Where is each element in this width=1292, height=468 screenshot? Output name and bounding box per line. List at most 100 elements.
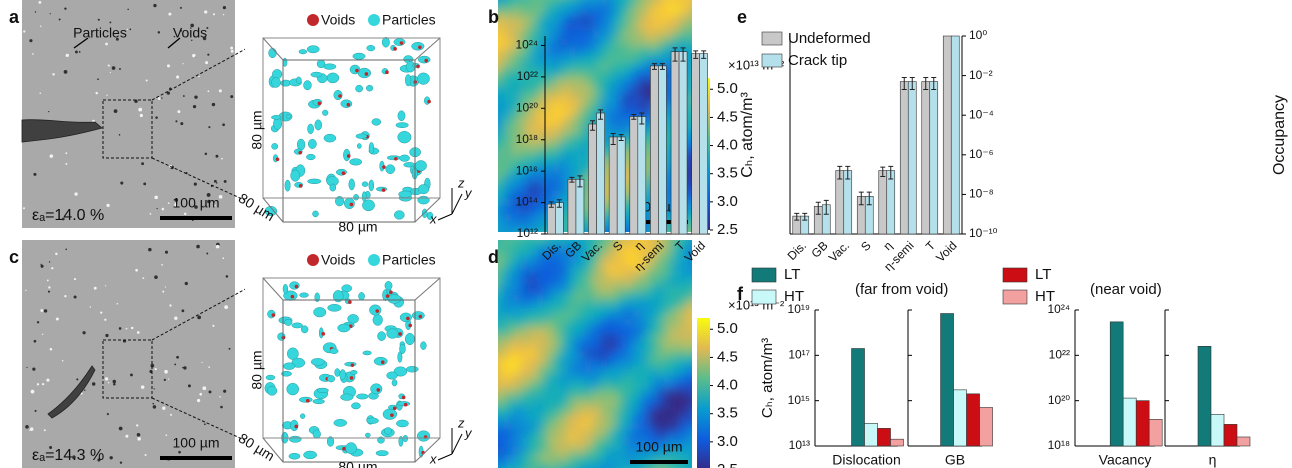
heatmap-cell — [552, 262, 561, 271]
particle — [344, 361, 357, 367]
heatmap-cell — [608, 430, 617, 439]
sem-feature — [157, 97, 161, 100]
cube-edge — [414, 437, 441, 463]
particle — [298, 396, 313, 403]
heatmap-cell — [560, 174, 569, 183]
heatmap-cell — [680, 14, 689, 23]
heatmap-cell — [600, 366, 609, 375]
heatmap-cell — [592, 278, 601, 287]
particle — [288, 452, 301, 460]
heatmap-cell — [504, 22, 513, 31]
heatmap-cell — [664, 206, 673, 215]
heatmap-cell — [584, 414, 593, 423]
heatmap-cell — [680, 22, 689, 31]
sem-feature — [182, 63, 184, 65]
sem-feature — [179, 29, 183, 32]
cube-edge — [414, 277, 441, 301]
heatmap-cell — [560, 166, 569, 175]
cube-edge — [262, 37, 284, 61]
error-bar — [672, 47, 678, 62]
particle — [382, 408, 398, 420]
sem-feature — [104, 377, 109, 381]
heatmap-cell — [656, 54, 665, 63]
sem-feature — [154, 367, 157, 371]
heatmap-cell — [608, 310, 617, 319]
heatmap-cell — [584, 318, 593, 327]
particle — [370, 383, 383, 395]
heatmap-cell — [576, 142, 585, 151]
particle — [384, 427, 393, 435]
heatmap-cell — [536, 174, 545, 183]
axis-arrow — [437, 213, 453, 221]
heatmap-cell — [624, 182, 633, 191]
heatmap-cell — [632, 6, 641, 15]
particle — [281, 371, 292, 377]
heatmap-cell — [498, 198, 505, 207]
colorbar — [697, 318, 710, 468]
sem-feature — [106, 94, 108, 96]
heatmap-cell — [560, 30, 569, 39]
heatmap-cell — [640, 38, 649, 47]
heatmap-cell — [600, 240, 609, 247]
heatmap-cell — [584, 246, 593, 255]
sem-feature — [125, 434, 129, 438]
cube-edge — [262, 277, 284, 301]
colorbar-tick-label: 3.0 — [717, 433, 738, 450]
heatmap-cell — [608, 334, 617, 343]
heatmap-cell — [632, 22, 641, 31]
sem-feature — [55, 252, 58, 256]
heatmap-cell — [680, 358, 689, 367]
heatmap-cell — [568, 134, 577, 143]
heatmap-cell — [512, 174, 521, 183]
heatmap-cell — [512, 390, 521, 399]
heatmap-cell — [568, 0, 577, 7]
heatmap-cell — [512, 134, 521, 143]
heatmap-cell — [624, 398, 633, 407]
heatmap-cell — [576, 240, 585, 247]
heatmap — [498, 240, 692, 468]
heatmap-cell — [632, 70, 641, 79]
sem-feature — [169, 304, 172, 307]
heatmap-cell — [624, 318, 633, 327]
heatmap-cell — [648, 454, 657, 463]
heatmap-cell — [498, 118, 505, 127]
sem-feature — [100, 311, 103, 314]
heatmap-cell — [672, 30, 681, 39]
heatmap-cell — [640, 438, 649, 447]
heatmap-cell — [498, 286, 505, 295]
heatmap-cell — [608, 254, 617, 263]
heatmap-cell — [600, 102, 609, 111]
heatmap-cell — [672, 398, 681, 407]
particle — [384, 281, 393, 291]
particle — [282, 283, 289, 294]
heatmap-cell — [568, 262, 577, 271]
heatmap-cell — [632, 262, 641, 271]
heatmap-cell — [544, 22, 553, 31]
axis-arrow — [451, 193, 463, 215]
heatmap-cell — [624, 222, 633, 231]
particle — [310, 358, 325, 366]
heatmap-cell — [664, 414, 673, 423]
void — [350, 363, 355, 367]
particle — [322, 109, 329, 116]
heatmap-cell — [616, 374, 625, 383]
heatmap-cell — [568, 270, 577, 279]
sem-feature — [184, 281, 188, 286]
heatmap-cell — [688, 318, 692, 327]
heatmap-cell — [520, 0, 529, 7]
panel-label: f — [737, 284, 744, 304]
heatmap-cell — [528, 86, 537, 95]
colorbar-tick-label: 2.5 — [717, 461, 738, 468]
void — [385, 70, 389, 75]
heatmap-cell — [632, 318, 641, 327]
heatmap-cell — [664, 326, 673, 335]
heatmap-cell — [498, 62, 505, 71]
particle — [418, 55, 431, 64]
heatmap-cell — [512, 422, 521, 431]
heatmap-cell — [552, 62, 561, 71]
heatmap-cell — [624, 166, 633, 175]
heatmap-cell — [560, 118, 569, 127]
heatmap-cell — [680, 294, 689, 303]
heatmap-cell — [512, 310, 521, 319]
heatmap-cell — [512, 166, 521, 175]
